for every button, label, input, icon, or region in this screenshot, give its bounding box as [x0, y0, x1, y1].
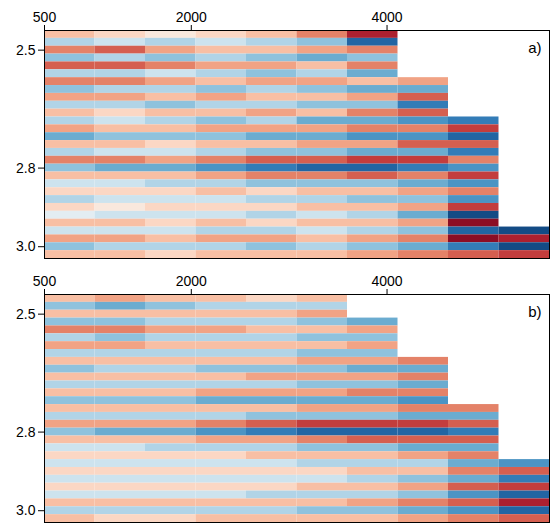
svg-text:2.8: 2.8 — [16, 160, 36, 176]
svg-text:500: 500 — [33, 9, 57, 25]
svg-text:4000: 4000 — [371, 9, 402, 25]
svg-text:b): b) — [528, 303, 541, 320]
svg-text:4000: 4000 — [371, 273, 402, 289]
svg-text:3.0: 3.0 — [16, 502, 36, 518]
svg-text:2000: 2000 — [176, 273, 207, 289]
svg-text:2.8: 2.8 — [16, 424, 36, 440]
svg-text:a): a) — [528, 39, 541, 56]
svg-text:2.5: 2.5 — [16, 306, 36, 322]
svg-text:2000: 2000 — [176, 9, 207, 25]
svg-text:2.5: 2.5 — [16, 42, 36, 58]
svg-text:500: 500 — [33, 273, 57, 289]
svg-text:3.0: 3.0 — [16, 238, 36, 254]
